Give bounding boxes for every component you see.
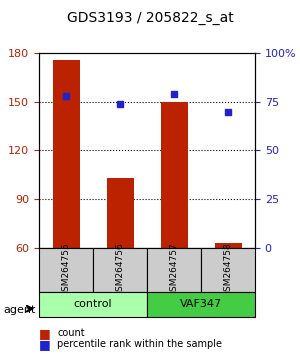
Text: control: control: [74, 299, 112, 309]
Bar: [160, 102, 188, 248]
FancyBboxPatch shape: [147, 248, 201, 292]
Bar: [52, 59, 80, 248]
Bar: [214, 243, 242, 248]
Text: ■: ■: [39, 338, 51, 350]
Text: agent: agent: [3, 305, 35, 315]
FancyBboxPatch shape: [93, 248, 147, 292]
FancyBboxPatch shape: [147, 292, 255, 317]
Text: count: count: [57, 329, 85, 338]
Text: ■: ■: [39, 327, 51, 340]
Text: GSM264757: GSM264757: [169, 242, 178, 297]
FancyBboxPatch shape: [39, 292, 147, 317]
Text: VAF347: VAF347: [180, 299, 222, 309]
Text: GSM264756: GSM264756: [116, 242, 124, 297]
FancyBboxPatch shape: [201, 248, 255, 292]
FancyBboxPatch shape: [39, 248, 93, 292]
Text: percentile rank within the sample: percentile rank within the sample: [57, 339, 222, 349]
Text: GSM264755: GSM264755: [61, 242, 70, 297]
Text: GSM264758: GSM264758: [224, 242, 232, 297]
Text: GDS3193 / 205822_s_at: GDS3193 / 205822_s_at: [67, 11, 233, 25]
Bar: [106, 178, 134, 248]
